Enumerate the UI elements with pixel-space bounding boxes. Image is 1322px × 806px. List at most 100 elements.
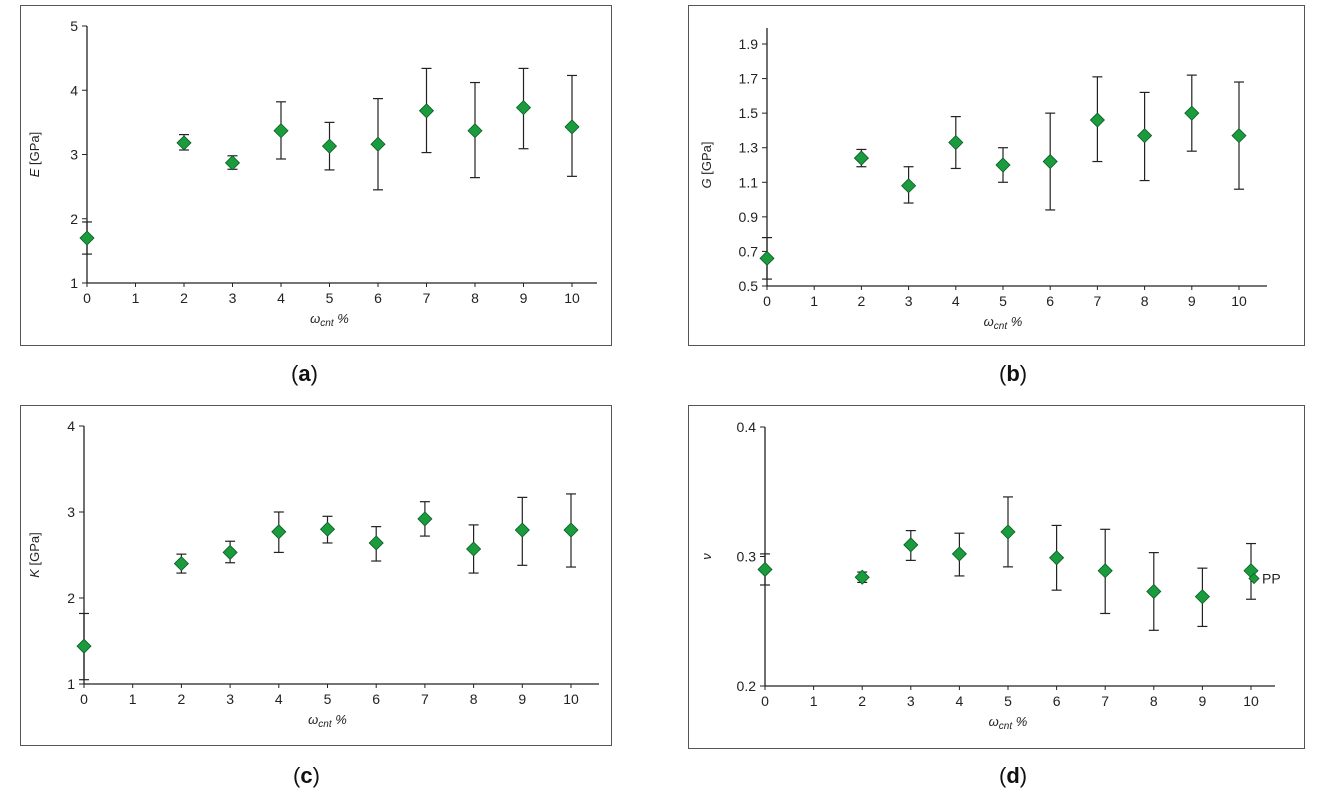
data-point xyxy=(1097,563,1113,579)
data-point xyxy=(1049,550,1065,566)
x-tick-label: 8 xyxy=(1150,693,1158,709)
y-tick-label: 1.5 xyxy=(739,105,759,121)
y-axis-label: ν xyxy=(699,553,714,560)
y-tick-label: 4 xyxy=(70,82,78,98)
data-point xyxy=(418,103,435,119)
x-tick-label: 1 xyxy=(132,290,140,306)
data-point xyxy=(903,537,919,553)
x-tick-label: 10 xyxy=(1231,293,1247,309)
data-point xyxy=(368,535,384,551)
data-point xyxy=(995,157,1011,173)
y-axis-unit: [GPa] xyxy=(27,532,42,569)
x-tick-label: 3 xyxy=(907,693,915,709)
data-point xyxy=(514,522,530,538)
x-tick-label: 2 xyxy=(858,293,866,309)
y-tick-label: 4 xyxy=(67,418,75,434)
x-tick-label: 0 xyxy=(80,691,88,707)
y-axis-unit: [GPa] xyxy=(699,142,714,179)
x-tick-label: 6 xyxy=(372,691,380,707)
y-tick-label: 3 xyxy=(70,147,78,163)
data-point xyxy=(173,556,189,572)
data-point xyxy=(1184,105,1200,121)
data-point xyxy=(79,230,95,246)
x-tick-label: 8 xyxy=(1141,293,1149,309)
x-tick-label: 4 xyxy=(277,290,285,306)
data-point xyxy=(176,135,192,151)
x-tick-label: 0 xyxy=(83,290,91,306)
data-point xyxy=(564,119,580,135)
y-tick-label: 5 xyxy=(70,18,78,34)
data-point xyxy=(757,561,773,578)
panel-d: 0 1 2 3 4 5 6 7 8 9 10 0.2 0.3 0.4 ν ωcnt % PP xyxy=(688,405,1305,749)
y-tick-label: 1 xyxy=(67,676,75,692)
x-tick-label: 1 xyxy=(810,293,818,309)
x-axis-label: ωcnt % xyxy=(984,314,1023,332)
x-axis-subscript: cnt xyxy=(318,719,333,730)
x-tick-label: 9 xyxy=(518,691,526,707)
x-tick-label: 6 xyxy=(1053,693,1061,709)
x-axis-unit: % xyxy=(1012,714,1027,729)
x-tick-label: 8 xyxy=(471,290,479,306)
data-point xyxy=(1146,583,1162,600)
x-tick-label: 4 xyxy=(956,693,964,709)
data-point xyxy=(466,541,482,557)
pp-annotation-label: PP xyxy=(1262,571,1281,587)
data-point xyxy=(901,178,917,194)
x-tick-label: 8 xyxy=(470,691,478,707)
x-axis-subscript: cnt xyxy=(320,318,335,329)
data-point xyxy=(1194,589,1210,605)
data-point xyxy=(224,155,241,171)
y-tick-label: 0.7 xyxy=(739,243,759,259)
data-point xyxy=(1042,153,1058,170)
y-tick-label: 0.4 xyxy=(737,419,757,435)
pp-data-point xyxy=(1248,572,1260,585)
data-point xyxy=(271,524,287,540)
x-tick-label: 1 xyxy=(129,691,137,707)
x-tick-label: 5 xyxy=(324,691,332,707)
y-tick-label: 1 xyxy=(70,275,78,291)
data-point xyxy=(515,100,532,116)
y-tick-label: 2 xyxy=(70,211,78,227)
y-axis-symbol: ν xyxy=(699,553,714,560)
x-tick-label: 10 xyxy=(564,290,580,306)
data-point xyxy=(417,511,433,527)
data-point xyxy=(563,522,579,538)
panel-label-a: (a) xyxy=(291,361,318,386)
data-point xyxy=(948,134,964,151)
x-axis-label: ωcnt % xyxy=(989,714,1028,732)
y-axis-label: E [GPa] xyxy=(27,132,42,178)
x-tick-label: 5 xyxy=(326,290,334,306)
x-axis-label: ωcnt % xyxy=(310,311,349,329)
y-axis-symbol: K xyxy=(27,568,42,578)
y-tick-label: 3 xyxy=(67,504,75,520)
y-tick-label: 0.2 xyxy=(737,678,757,694)
y-tick-label: 1.9 xyxy=(739,36,759,52)
x-tick-label: 0 xyxy=(763,293,771,309)
chart-svg: 0 1 2 3 4 5 6 7 8 9 10 0.5 0.7 0.9 1.1 1.3 1.5 1.7 1.9 G [G… xyxy=(699,28,1267,332)
y-axis-label: G [GPa] xyxy=(699,142,714,189)
data-point xyxy=(1000,524,1016,540)
x-tick-label: 2 xyxy=(178,691,186,707)
x-axis-symbol: ω xyxy=(989,714,999,729)
panel-label-d: (d) xyxy=(999,763,1028,788)
x-tick-label: 6 xyxy=(374,290,382,306)
y-axis-label: K [GPa] xyxy=(27,532,42,578)
y-tick-label: 2 xyxy=(67,590,75,606)
x-axis-symbol: ω xyxy=(310,311,320,326)
x-tick-label: 5 xyxy=(1004,693,1012,709)
x-axis-unit: % xyxy=(1007,314,1022,329)
panel-label-b: (b) xyxy=(999,361,1028,386)
x-tick-label: 7 xyxy=(421,691,429,707)
data-point xyxy=(759,250,775,266)
x-tick-label: 9 xyxy=(1199,693,1207,709)
y-axis-unit: [GPa] xyxy=(27,132,42,169)
x-tick-label: 7 xyxy=(1094,293,1102,309)
x-tick-label: 9 xyxy=(520,290,528,306)
x-tick-label: 4 xyxy=(952,293,960,309)
data-point xyxy=(76,638,92,654)
x-tick-label: 1 xyxy=(810,693,818,709)
x-tick-label: 3 xyxy=(229,290,237,306)
x-tick-label: 4 xyxy=(275,691,283,707)
y-axis-symbol: E xyxy=(27,168,42,177)
